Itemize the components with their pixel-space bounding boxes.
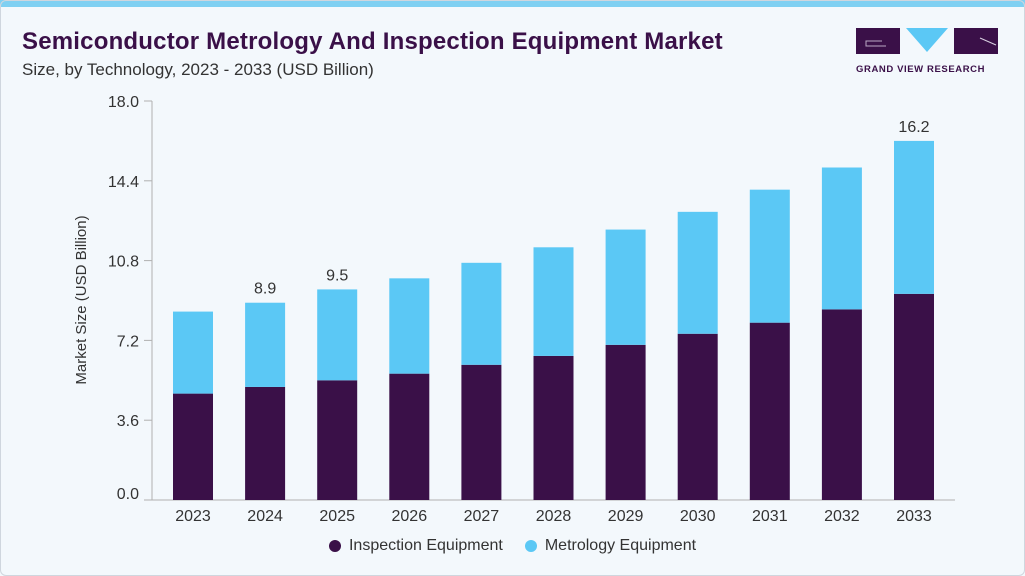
data-label-2024: 8.9 — [254, 281, 276, 298]
bar-metrology-2028 — [533, 247, 574, 356]
bar-metrology-2031 — [749, 189, 790, 323]
chart-subtitle: Size, by Technology, 2023 - 2033 (USD Bi… — [22, 60, 374, 79]
grand-view-research-logo: GRAND VIEW RESEARCH — [856, 28, 998, 75]
chart-title: Semiconductor Metrology And Inspection E… — [22, 28, 723, 55]
bar-metrology-2026 — [389, 278, 430, 374]
gvr-logo-icon — [856, 28, 998, 54]
bar-inspection-2023 — [173, 393, 213, 500]
legend-label-inspection: Inspection Equipment — [348, 537, 503, 554]
x-tick-label: 2033 — [896, 508, 932, 525]
legend-item-metrology: Metrology Equipment — [524, 537, 697, 555]
bar-metrology-2024 — [245, 302, 286, 387]
legend-marker-inspection — [328, 540, 341, 552]
y-tick-label: 0.0 — [117, 486, 139, 503]
x-tick-label: 2024 — [247, 508, 283, 525]
legend-label-metrology: Metrology Equipment — [544, 537, 697, 554]
bar-metrology-2029 — [605, 229, 646, 345]
bar-metrology-2033 — [894, 140, 934, 294]
y-tick-label: 3.6 — [117, 413, 139, 430]
bar-inspection-2027 — [461, 364, 502, 500]
bar-inspection-2031 — [749, 322, 790, 500]
x-tick-label: 2028 — [536, 508, 572, 525]
x-tick-label: 2027 — [464, 508, 500, 525]
x-tick-label: 2026 — [392, 508, 428, 525]
bar-metrology-2023 — [173, 311, 213, 394]
bar-metrology-2030 — [677, 211, 718, 334]
bar-inspection-2033 — [894, 293, 934, 500]
top-accent-stripe — [0, 0, 1025, 7]
x-tick-label: 2030 — [680, 508, 716, 525]
legend-marker-metrology — [524, 540, 537, 552]
x-tick-label: 2031 — [752, 508, 788, 525]
y-axis-label: Market Size (USD Billion) — [73, 215, 90, 384]
bar-metrology-2027 — [461, 262, 502, 365]
x-tick-label: 2023 — [175, 508, 211, 525]
bar-inspection-2030 — [677, 333, 718, 500]
data-label-2025: 9.5 — [326, 267, 348, 284]
y-tick-label: 18.0 — [108, 94, 139, 111]
bar-inspection-2029 — [605, 344, 646, 500]
bar-inspection-2024 — [245, 386, 286, 500]
x-tick-label: 2025 — [319, 508, 355, 525]
data-label-2033: 16.2 — [898, 119, 929, 136]
y-tick-label: 10.8 — [108, 254, 139, 271]
bar-metrology-2025 — [317, 289, 358, 381]
bar-inspection-2026 — [389, 373, 430, 500]
x-tick-label: 2029 — [608, 508, 644, 525]
bar-metrology-2032 — [821, 167, 862, 310]
y-tick-label: 14.4 — [108, 174, 139, 191]
legend: Inspection Equipment Metrology Equipment — [0, 537, 1025, 555]
bar-inspection-2032 — [821, 309, 862, 500]
x-tick-label: 2032 — [824, 508, 860, 525]
legend-item-inspection: Inspection Equipment — [328, 537, 503, 555]
logo-text: GRAND VIEW RESEARCH — [856, 64, 986, 75]
y-tick-label: 7.2 — [117, 333, 139, 350]
bar-inspection-2025 — [317, 380, 358, 500]
bar-inspection-2028 — [533, 355, 574, 500]
